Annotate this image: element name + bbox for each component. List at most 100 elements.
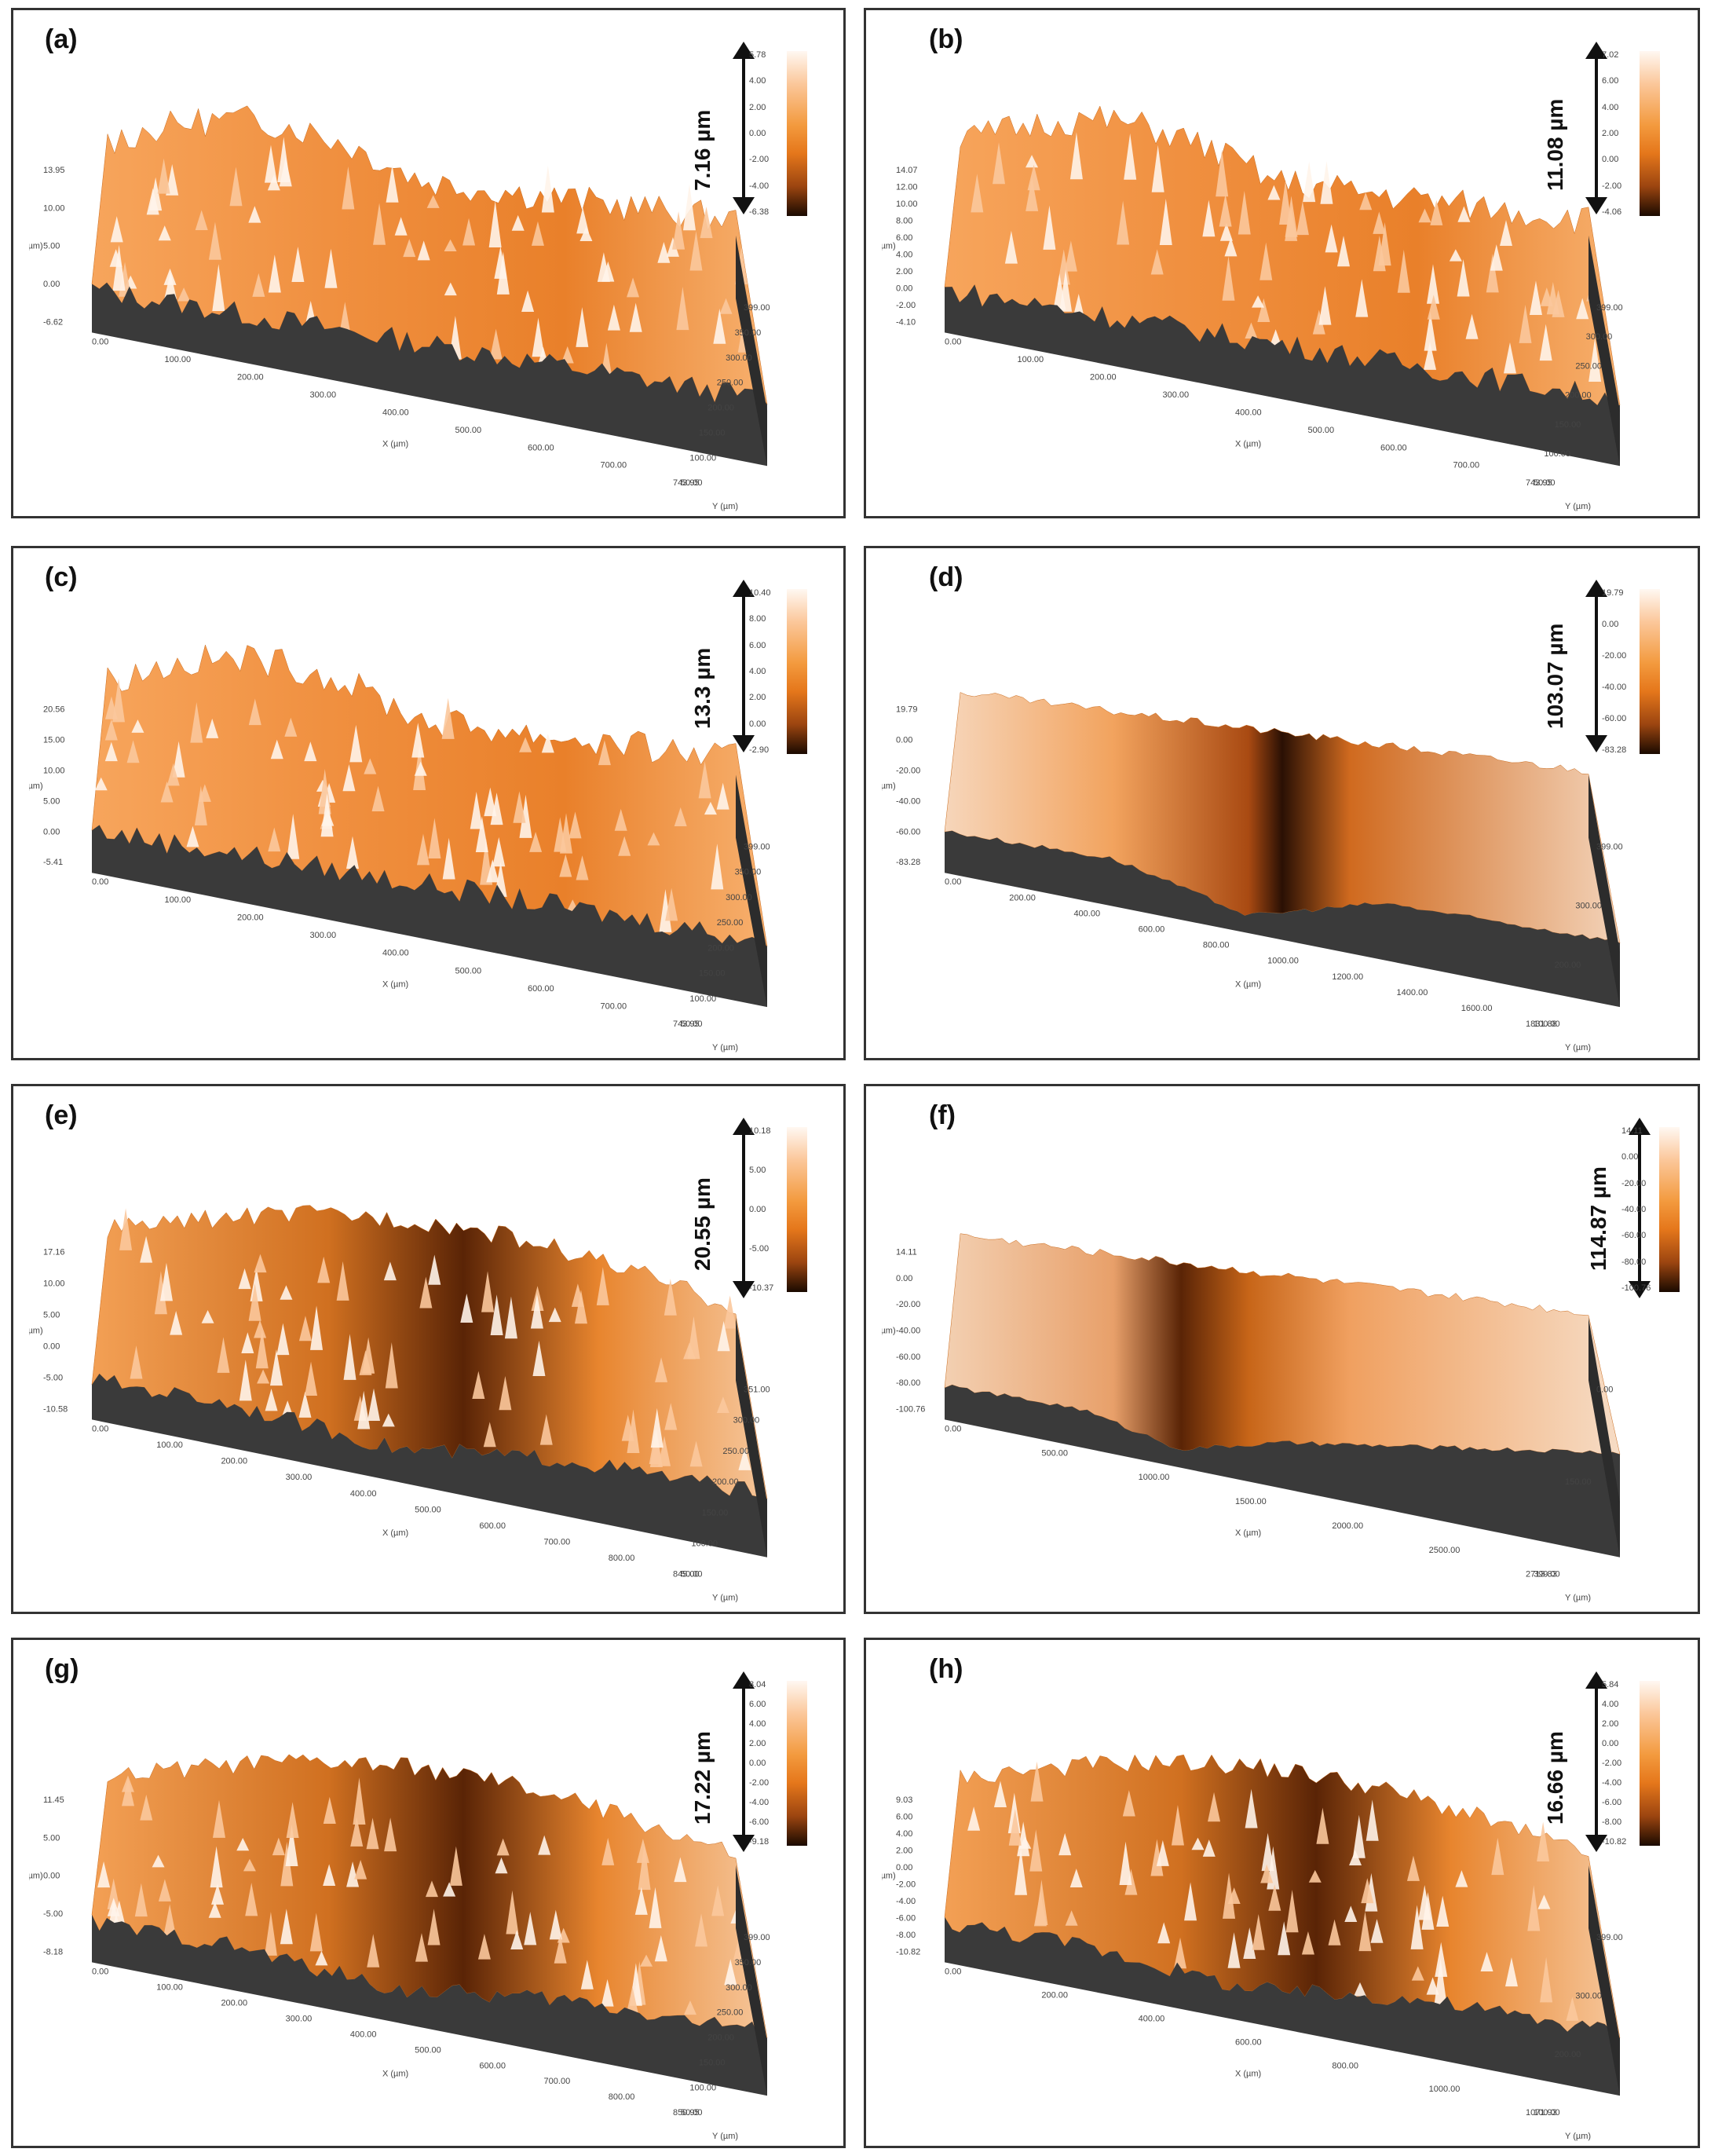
y-axis-label: Y (µm) — [1565, 1594, 1591, 1603]
surface-peak — [236, 1838, 250, 1851]
y-axis-label: Y (µm) — [1565, 2132, 1591, 2141]
surface-peak — [254, 1254, 267, 1273]
surface-peak — [627, 277, 640, 298]
x-axis-tick: 400.00 — [382, 949, 409, 958]
surface-peak — [1427, 295, 1440, 320]
surface-peak — [1465, 313, 1479, 339]
z-axis-label: Z (µm) — [882, 242, 896, 251]
surface-peak — [359, 1350, 372, 1375]
scale-line — [1595, 1686, 1598, 1838]
z-axis-tick: 4.00 — [896, 250, 912, 259]
panel-label: (h) — [929, 1654, 963, 1684]
surface-end-wall — [1589, 1317, 1620, 1558]
surface-peak — [576, 207, 590, 234]
color-scale-tick: 0.00 — [1621, 1152, 1639, 1162]
surface-peak — [1361, 1878, 1374, 1904]
surface-peak — [419, 1276, 433, 1309]
surface-peak — [238, 1268, 251, 1290]
color-scale-tick: 4.00 — [749, 1719, 766, 1729]
y-axis-tick: 350.00 — [735, 1958, 762, 1967]
surface-peak — [268, 827, 281, 852]
scale-line — [742, 1686, 745, 1838]
z-axis-tick: 0.00 — [896, 284, 912, 293]
surface-peak — [470, 792, 483, 829]
surface-peak — [1174, 1937, 1187, 1969]
surface-peak — [443, 1882, 456, 1897]
surface-peak — [366, 1817, 379, 1850]
surface-peak — [1224, 237, 1238, 257]
surface-peak — [1316, 1807, 1329, 1844]
surface-peak — [241, 1332, 254, 1353]
surface-peak — [495, 1857, 508, 1874]
surface-peak — [163, 1904, 177, 1937]
surface-peak — [94, 777, 108, 791]
surface-peak — [104, 696, 118, 719]
color-scale-tick: 6.00 — [1602, 76, 1619, 86]
surface-peak — [460, 1293, 473, 1323]
x-axis-tick: 600.00 — [1380, 443, 1407, 452]
surface-peak — [689, 1440, 703, 1467]
height-scale-arrow — [1573, 580, 1620, 752]
surface-peak — [257, 1369, 270, 1384]
surface-peak — [1243, 1927, 1256, 1960]
surface-peak — [154, 1271, 167, 1315]
z-axis-tick: 17.16 — [43, 1248, 65, 1257]
color-scale-tick: -8.00 — [1602, 1817, 1622, 1827]
surface-peak — [411, 723, 425, 758]
height-scale-arrow — [1573, 42, 1620, 214]
surface-peak — [1219, 222, 1233, 241]
color-scale-tick: 5.78 — [749, 50, 766, 60]
z-axis-tick: 13.95 — [43, 166, 65, 175]
surface-peak — [342, 764, 356, 792]
x-axis-tick: 400.00 — [1073, 909, 1100, 918]
surface-peak — [353, 1777, 366, 1825]
y-axis-label: Y (µm) — [712, 502, 738, 511]
x-axis-tick: 500.00 — [455, 966, 482, 976]
x-axis-tick: 700.00 — [544, 2077, 571, 2086]
z-axis-label: Z (µm) — [882, 1326, 896, 1335]
surface-peak — [1318, 286, 1332, 325]
surface-peak — [1491, 1837, 1504, 1876]
surface-peak — [580, 1960, 594, 1989]
z-axis-tick: -10.58 — [43, 1404, 68, 1414]
color-scale-bar — [787, 51, 807, 216]
z-axis-tick: 10.00 — [43, 1279, 65, 1288]
y-axis-tick: 150.00 — [699, 2058, 726, 2067]
surface-peak — [126, 740, 140, 763]
color-scale-ticks: 14.11 0.00 -20.00 -40.00 -60.00 -80.00 -100.76 — [1621, 1127, 1658, 1293]
color-scale-tick: 4.00 — [749, 667, 766, 676]
surface-peak — [416, 833, 430, 866]
surface-peak — [336, 1261, 349, 1301]
z-axis-tick: -6.00 — [896, 1913, 916, 1923]
color-scale-tick: 19.79 — [1602, 588, 1624, 598]
z-axis-tick: 2.00 — [896, 1846, 912, 1855]
x-axis-tick: 500.00 — [415, 1505, 441, 1514]
x-axis-tick: 845.00 — [673, 1570, 700, 1579]
surface-peak — [245, 1883, 258, 1916]
surface-peak — [1245, 322, 1258, 339]
surface-peak — [1259, 242, 1273, 280]
x-axis-tick: 0.00 — [92, 337, 108, 346]
surface-peak — [304, 741, 317, 762]
color-scale-tick: -83.28 — [1602, 745, 1627, 755]
y-axis-tick: 399.00 — [1534, 1570, 1560, 1579]
surface-peak — [683, 2000, 696, 2015]
z-axis-tick: 14.07 — [896, 166, 918, 175]
y-axis-tick: 250.00 — [722, 1447, 749, 1456]
surface-peak — [477, 1934, 491, 1960]
arrow-down-icon — [1629, 1281, 1651, 1298]
surface-peak — [195, 210, 208, 230]
surface-peak — [1008, 1809, 1022, 1846]
color-scale-tick: -20.00 — [1621, 1178, 1647, 1188]
x-axis-tick: 1071.93 — [1526, 2108, 1557, 2118]
surface-peak — [270, 739, 283, 760]
arrow-up-icon — [733, 1118, 755, 1135]
x-axis-tick: 300.00 — [310, 931, 337, 940]
x-axis-tick: 200.00 — [221, 1457, 247, 1466]
arrow-up-icon — [1585, 42, 1607, 59]
color-scale-tick: -20.00 — [1602, 651, 1627, 661]
arrow-down-icon — [733, 197, 755, 214]
z-axis-tick: 14.11 — [896, 1248, 917, 1257]
y-axis-label: Y (µm) — [712, 1594, 738, 1603]
surface-peak — [1589, 338, 1602, 382]
